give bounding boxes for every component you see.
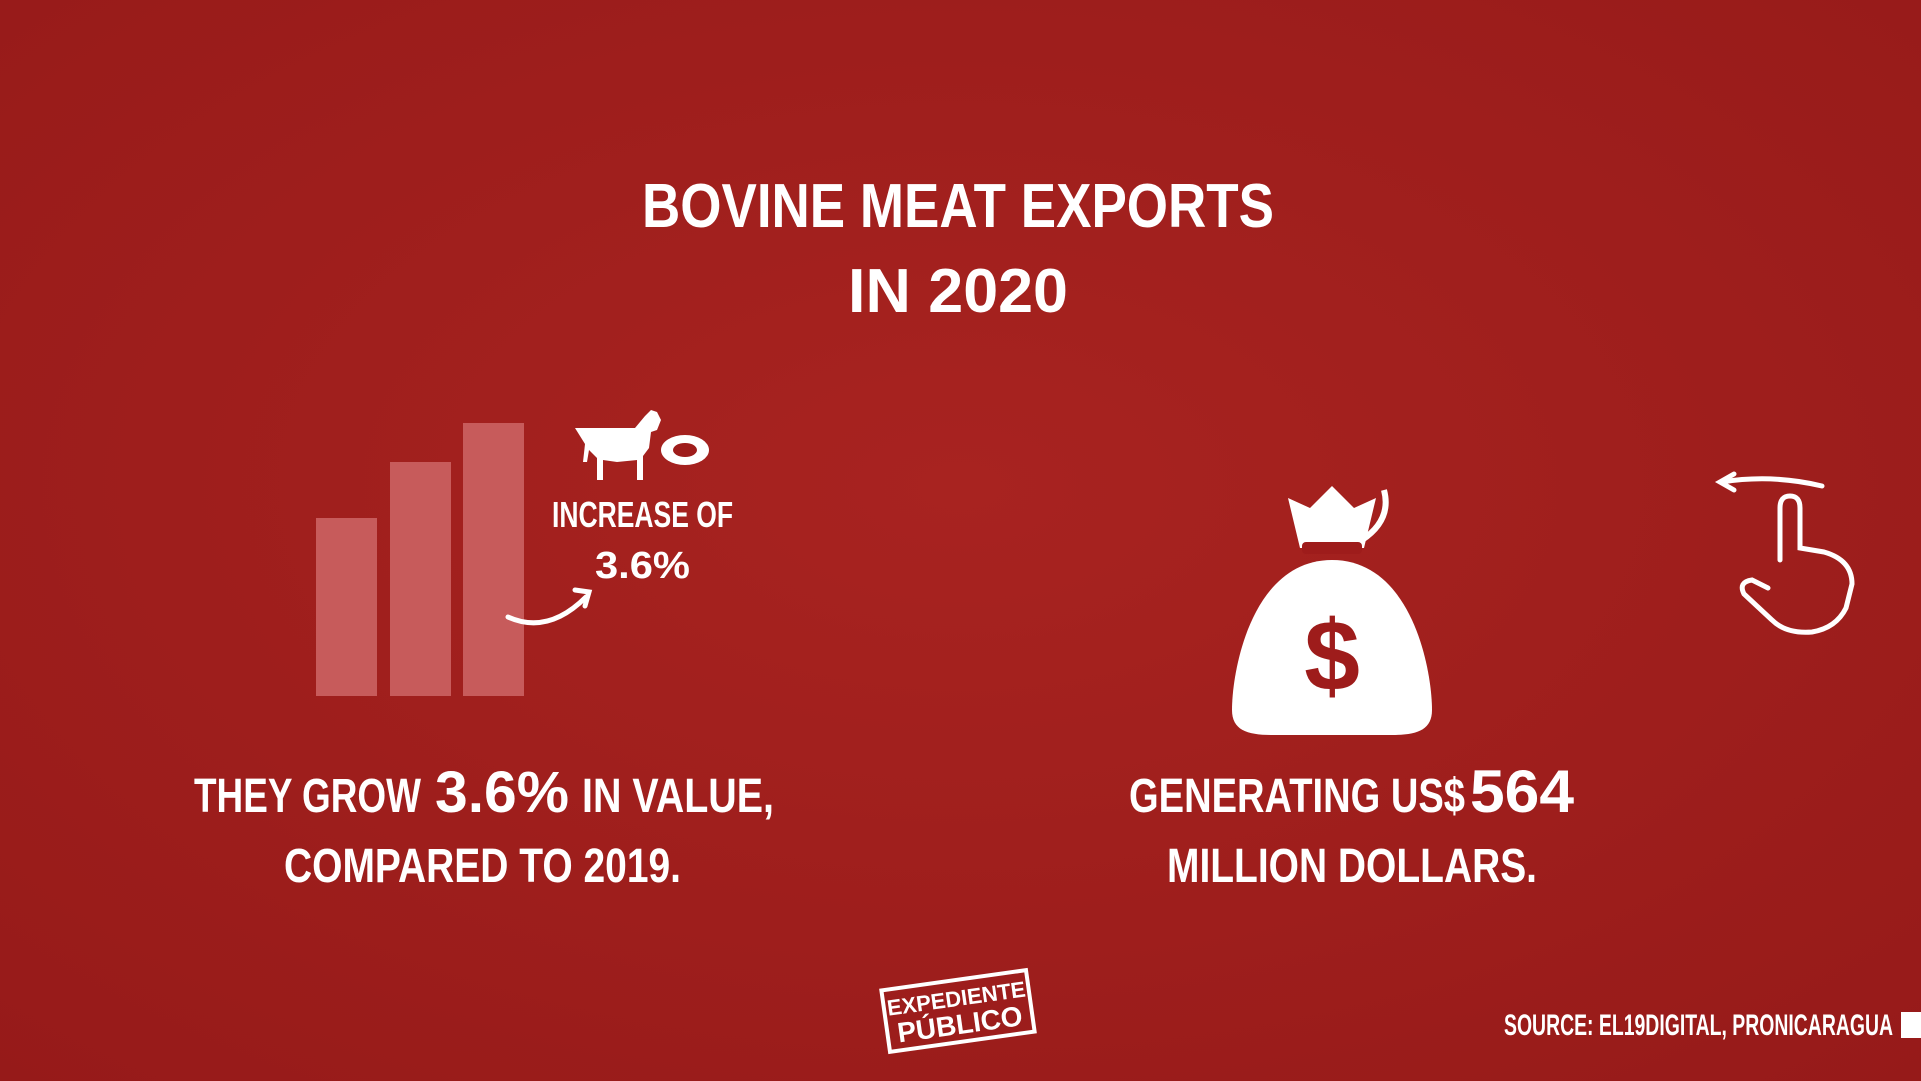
highlight: 3.6% (435, 760, 569, 825)
arrow-head (572, 587, 593, 609)
left-text: THEY GROW 3.6% IN VALUE, (194, 760, 774, 825)
title: BOVINE MEAT EXPORTS (642, 172, 1274, 241)
swipe-icon (1714, 471, 1855, 635)
cow-icon (575, 410, 709, 480)
text: IN VALUE, (582, 770, 774, 823)
title: IN 2020 (848, 257, 1068, 326)
badge-text: INCREASE OF (552, 494, 733, 535)
arrow (505, 594, 589, 626)
right-text: GENERATING US$ 564 (1129, 758, 1575, 825)
left-text: COMPARED TO 2019. (284, 840, 681, 893)
money-bag-icon: $ (1232, 486, 1432, 735)
right-text: MILLION DOLLARS. (1167, 840, 1537, 893)
badge-value: 3.6% (595, 545, 690, 587)
source: SOURCE: EL19DIGITAL, PRONICARAGUA (1504, 1009, 1893, 1042)
dollar-sign: $ (1304, 600, 1360, 712)
logo: EXPEDIENTE PÚBLICO (879, 967, 1037, 1055)
highlight: 564 (1470, 758, 1575, 825)
corner-block (1901, 1012, 1921, 1038)
text: GENERATING US$ (1129, 770, 1465, 823)
text: THEY GROW (194, 770, 422, 823)
bar-icon (316, 423, 524, 696)
